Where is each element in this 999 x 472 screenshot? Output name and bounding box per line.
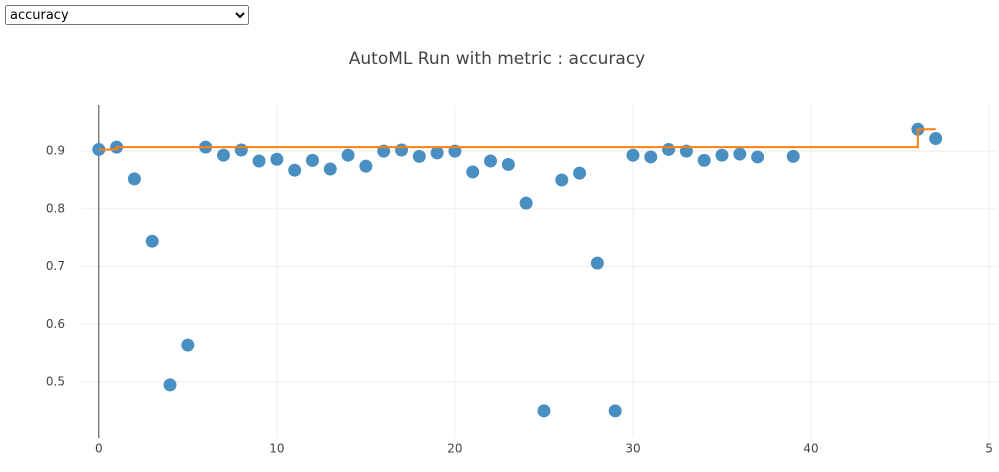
chart-title: AutoML Run with metric : accuracy xyxy=(349,49,645,69)
point xyxy=(323,162,337,176)
y-tick-label: 0.8 xyxy=(46,201,65,215)
x-tick-label: 10 xyxy=(269,442,284,456)
point xyxy=(163,378,177,392)
point xyxy=(412,149,426,163)
point xyxy=(697,153,711,167)
point xyxy=(751,150,765,164)
point xyxy=(501,157,515,171)
point xyxy=(662,142,676,156)
point xyxy=(733,147,747,161)
x-tick-label: 30 xyxy=(625,442,640,456)
point xyxy=(519,196,533,210)
point xyxy=(270,152,284,166)
point xyxy=(252,154,266,168)
point xyxy=(234,143,248,157)
point xyxy=(626,148,640,162)
point xyxy=(466,165,480,179)
point xyxy=(644,150,658,164)
point xyxy=(537,404,551,418)
x-tick-label: 0 xyxy=(95,442,103,456)
x-tick-label: 40 xyxy=(803,442,818,456)
point xyxy=(395,143,409,157)
point xyxy=(608,404,622,418)
point xyxy=(288,163,302,177)
y-tick-label: 0.9 xyxy=(46,144,65,158)
point xyxy=(555,173,569,187)
point xyxy=(145,234,159,248)
metric-dropdown[interactable]: accuracy xyxy=(5,5,249,25)
point xyxy=(484,154,498,168)
point xyxy=(127,172,141,186)
point xyxy=(786,149,800,163)
x-tick-label: 5 xyxy=(985,442,993,456)
point xyxy=(305,153,319,167)
y-tick-label: 0.7 xyxy=(46,259,65,273)
x-tick-label: 20 xyxy=(447,442,462,456)
point xyxy=(216,148,230,162)
point xyxy=(430,146,444,160)
point xyxy=(181,338,195,352)
best-line xyxy=(98,128,936,151)
point xyxy=(590,256,604,270)
y-tick-label: 0.5 xyxy=(46,375,65,389)
point xyxy=(341,148,355,162)
point xyxy=(359,159,373,173)
point xyxy=(929,131,943,145)
point xyxy=(573,166,587,180)
point xyxy=(715,148,729,162)
y-tick-label: 0.6 xyxy=(46,317,65,331)
